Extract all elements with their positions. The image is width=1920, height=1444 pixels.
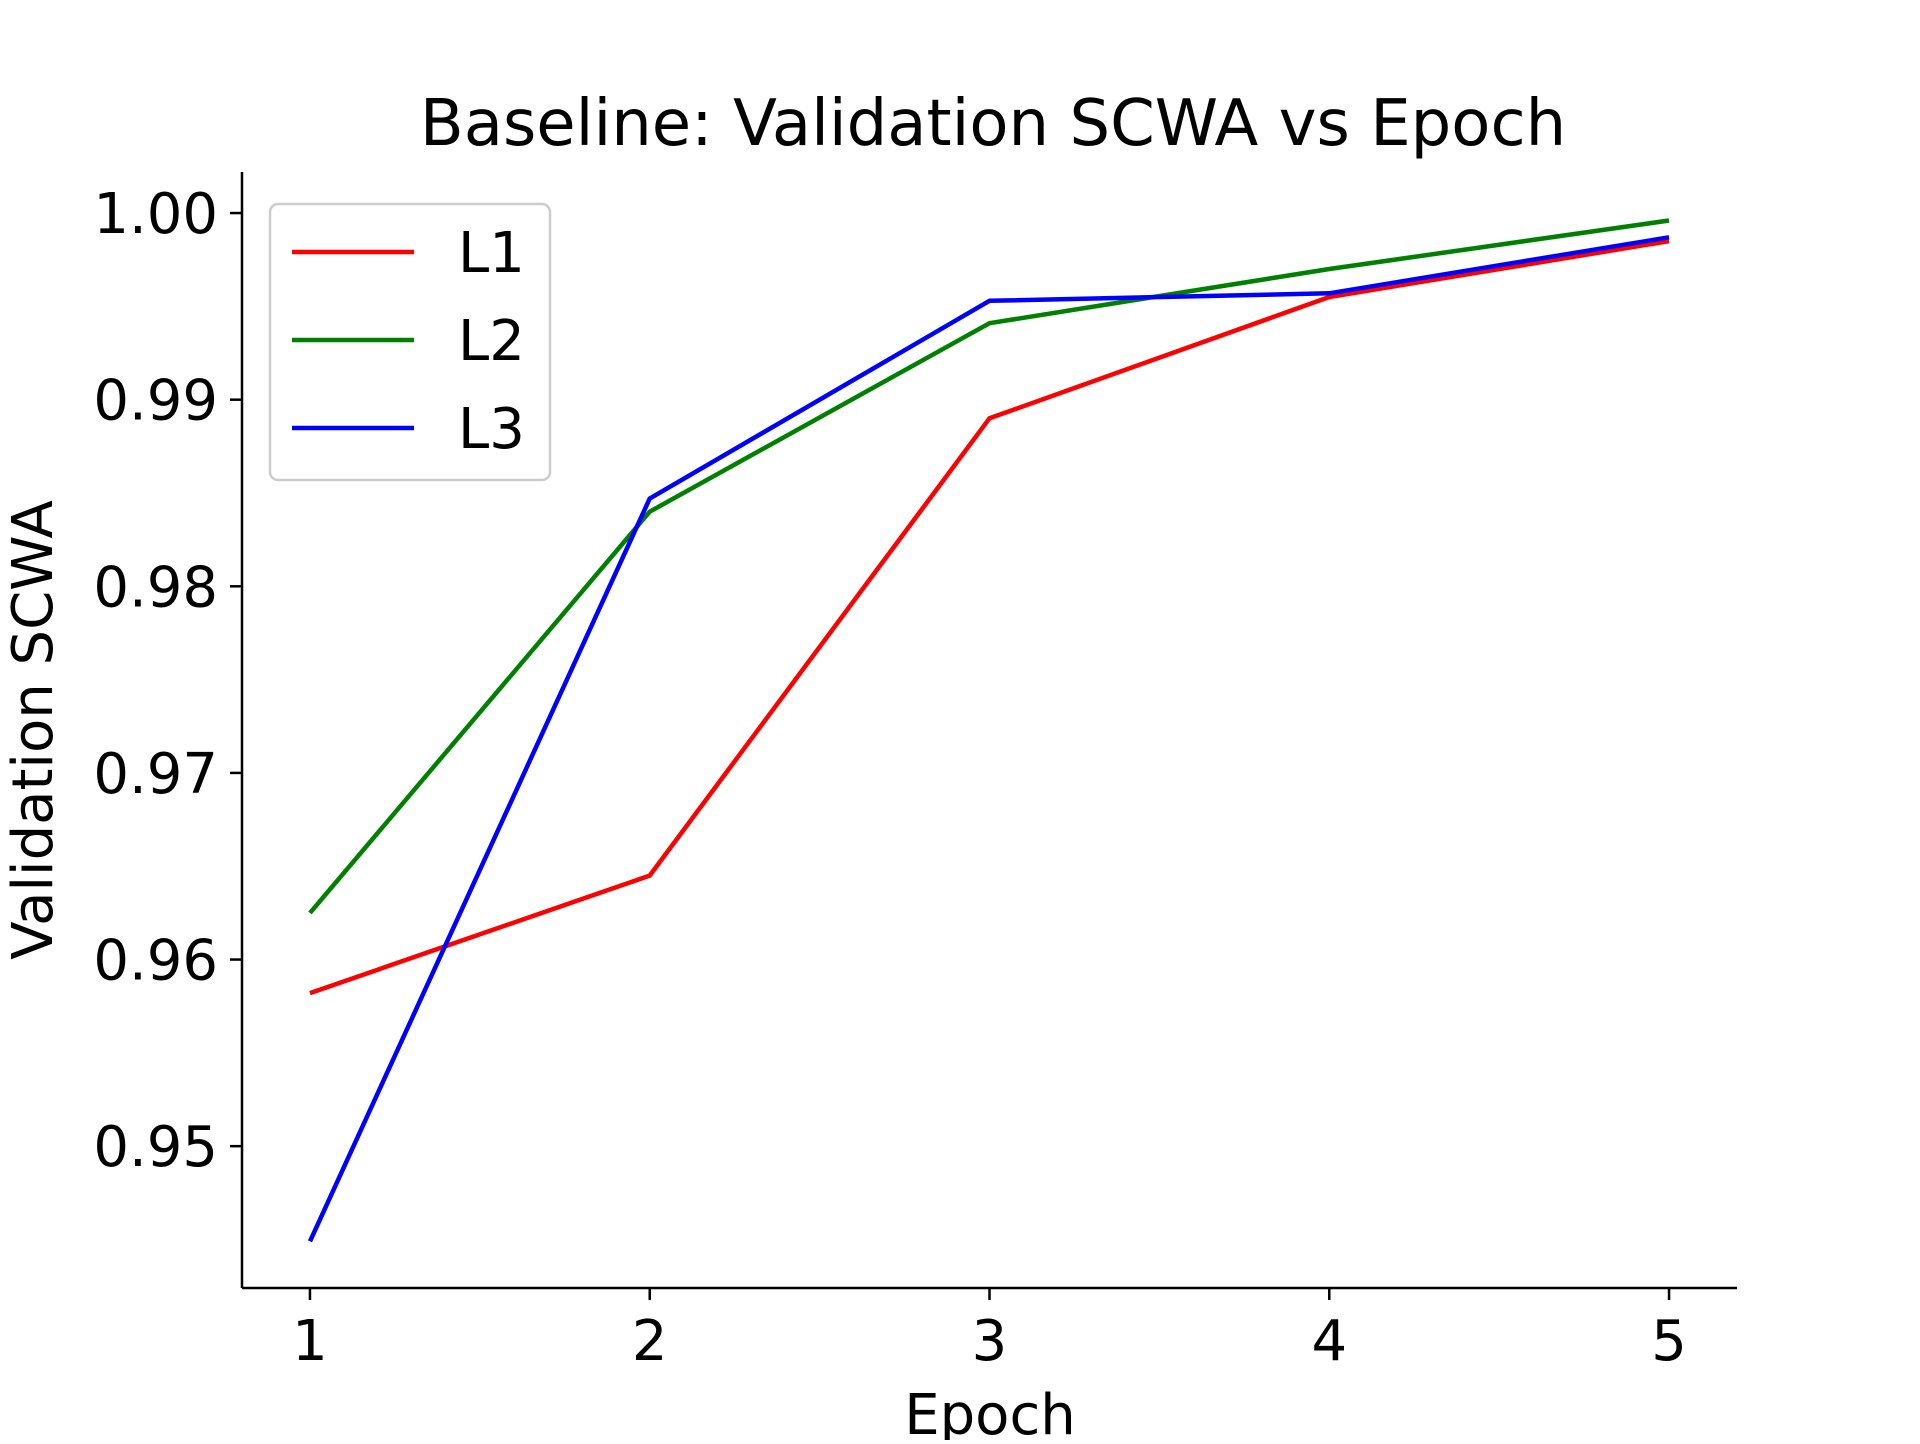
x-tick-label: 4 (1311, 1309, 1347, 1374)
y-ticks: 0.95 0.96 0.97 0.98 0.99 1.00 (93, 182, 242, 1180)
x-tick-label: 2 (632, 1309, 668, 1374)
legend-label-l2: L2 (458, 309, 525, 374)
y-tick-label: 0.98 (93, 555, 218, 620)
legend: L1 L2 L3 (268, 202, 552, 482)
series-line-l2 (308, 218, 1670, 915)
y-tick-label: 0.99 (93, 369, 218, 434)
x-axis-label: Epoch (904, 1383, 1075, 1440)
series-line-l3 (307, 235, 1670, 1243)
legend-label-l3: L3 (458, 397, 525, 462)
x-tick-label: 1 (292, 1309, 328, 1374)
legend-label-l1: L1 (458, 221, 525, 286)
legend-items: L1 L2 L3 (292, 221, 525, 462)
series-line-l1 (309, 238, 1670, 996)
y-axis-label: Validation SCWA (1, 500, 66, 960)
chart-title: Baseline: Validation SCWA vs Epoch (420, 87, 1566, 161)
y-tick-label: 0.97 (93, 742, 218, 807)
x-ticks: 1 2 3 4 5 (292, 1288, 1687, 1374)
y-tick-label: 0.95 (93, 1115, 218, 1180)
series-lines (307, 218, 1670, 1243)
y-tick-label: 1.00 (93, 182, 218, 247)
x-tick-label: 3 (972, 1309, 1008, 1374)
y-tick-label: 0.96 (93, 929, 218, 994)
x-tick-label: 5 (1651, 1309, 1687, 1374)
